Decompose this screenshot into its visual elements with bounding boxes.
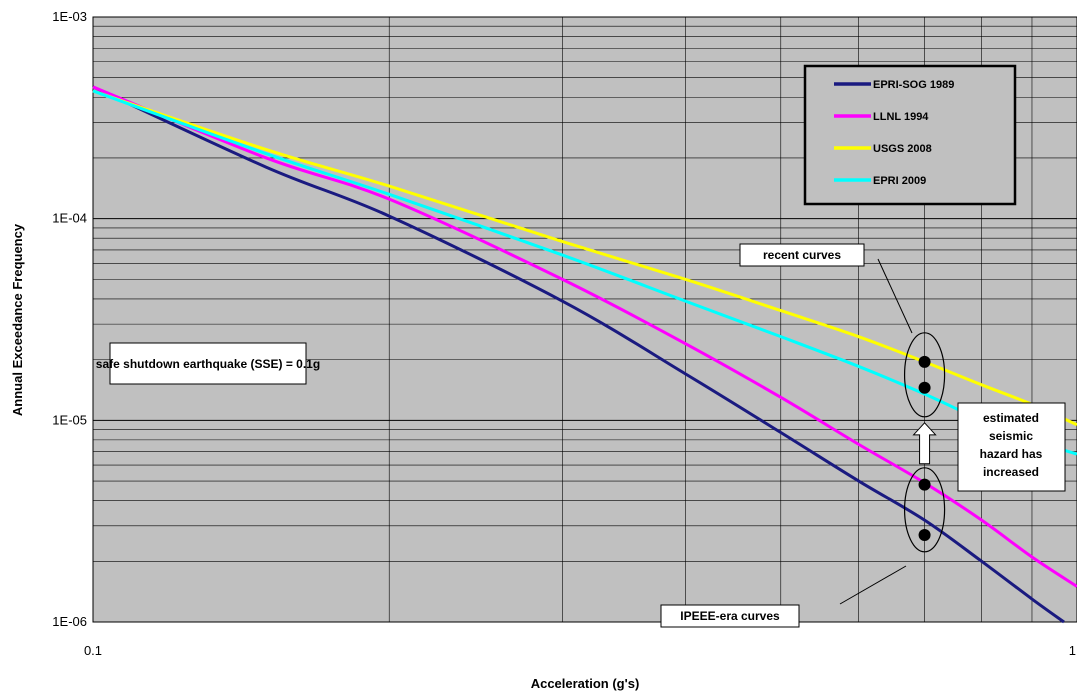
grid-lines bbox=[93, 17, 1077, 623]
series-line-usgs-2008 bbox=[92, 89, 1077, 427]
y-tick-label: 1E-03 bbox=[52, 9, 87, 24]
y-axis-title: Annual Exceedance Frequency bbox=[10, 223, 25, 416]
recent-curves-box: recent curves bbox=[739, 243, 865, 267]
increase-line-2: seismic bbox=[989, 429, 1033, 443]
increase-line-1: estimated bbox=[983, 411, 1039, 425]
tick-labels: 1E-03 1E-04 1E-05 1E-06 0.1 1 bbox=[52, 9, 1076, 658]
highlight-point bbox=[918, 355, 931, 368]
series-line-llnl-1994 bbox=[92, 85, 1077, 588]
highlight-point bbox=[918, 478, 931, 491]
increase-arrow-icon bbox=[912, 422, 937, 465]
sse-annotation-box: safe shutdown earthquake (SSE) = 0.1g bbox=[96, 342, 320, 385]
legend: EPRI-SOG 1989 LLNL 1994 USGS 2008 EPRI 2009 bbox=[803, 64, 1017, 206]
y-tick-label: 1E-06 bbox=[52, 614, 87, 629]
legend-label: LLNL 1994 bbox=[873, 111, 929, 123]
recent-label: recent curves bbox=[763, 248, 841, 262]
sse-label: safe shutdown earthquake (SSE) = 0.1g bbox=[96, 357, 320, 371]
increase-box bbox=[957, 402, 1066, 492]
ipeee-curves-ellipse bbox=[903, 467, 946, 553]
recent-leader-line bbox=[877, 258, 913, 334]
y-tick-label: 1E-05 bbox=[52, 412, 87, 427]
ipeee-box bbox=[660, 604, 800, 628]
highlight-point bbox=[918, 381, 931, 394]
legend-label: EPRI 2009 bbox=[873, 175, 926, 187]
recent-box bbox=[739, 243, 865, 267]
x-tick-label: 0.1 bbox=[84, 643, 102, 658]
increase-line-4: increased bbox=[983, 465, 1039, 479]
x-tick-label: 1 bbox=[1069, 643, 1076, 658]
legend-label: USGS 2008 bbox=[873, 143, 932, 155]
highlight-point bbox=[918, 529, 931, 542]
x-axis-title: Acceleration (g's) bbox=[531, 676, 640, 691]
increase-annotation-box: estimated seismic hazard has increased bbox=[957, 402, 1066, 492]
series-line-epri-sog-1989 bbox=[92, 85, 1065, 624]
annotations bbox=[839, 258, 946, 605]
sse-box bbox=[109, 342, 307, 385]
ipeee-label: IPEEE-era curves bbox=[680, 609, 780, 623]
increase-line-3: hazard has bbox=[980, 447, 1043, 461]
ipeee-leader-line bbox=[839, 565, 907, 605]
legend-label: EPRI-SOG 1989 bbox=[873, 79, 954, 91]
ipeee-curves-box: IPEEE-era curves bbox=[660, 604, 800, 628]
recent-curves-ellipse bbox=[903, 332, 946, 418]
y-tick-label: 1E-04 bbox=[52, 211, 87, 226]
